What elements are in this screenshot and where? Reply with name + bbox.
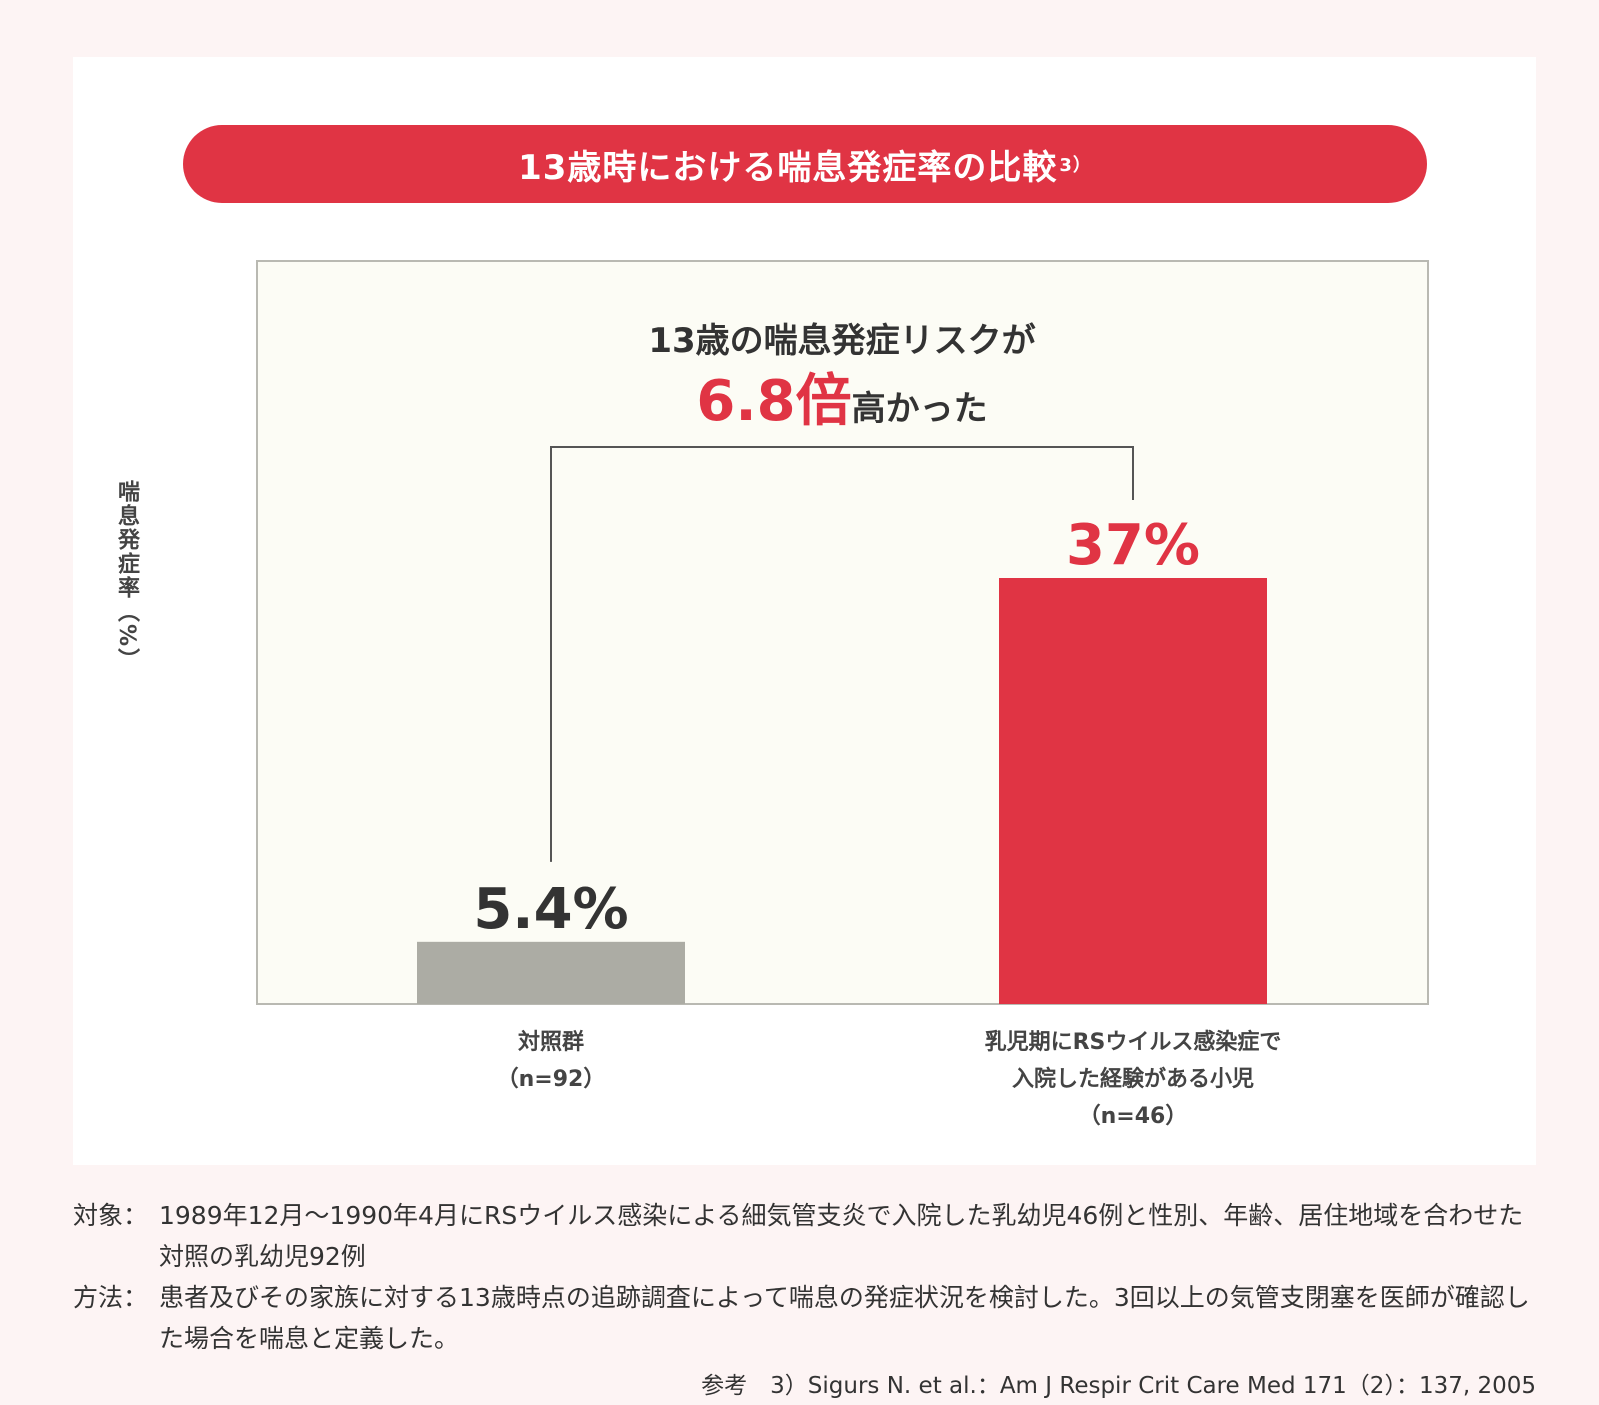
bar-value-label: 5.4% (473, 877, 628, 942)
annotation-line-1: 13歳の喘息発症リスクが (648, 321, 1035, 361)
note-key: 方法： (73, 1283, 149, 1312)
annotation-line-2: 6.8倍高かった (696, 369, 987, 434)
note-text: 1989年12月～1990年4月にRSウイルス感染による細気管支炎で入院した乳幼… (159, 1201, 1524, 1271)
annotation-rest: 高かった (852, 389, 988, 429)
reference-citation: 参考 3）Sigurs N. et al.：Am J Respir Crit C… (701, 1373, 1536, 1399)
annotation-highlight: 6.8倍 (696, 369, 851, 434)
category-label-line: （n=92） (496, 1067, 606, 1092)
bar-1 (999, 578, 1267, 1004)
y-axis-label: 喘息発症率（%） (114, 480, 139, 673)
category-label-line: 対照群 (517, 1030, 584, 1055)
category-label-line: 乳児期にRSウイルス感染症で (984, 1030, 1282, 1055)
note-row-subject: 対象： 1989年12月～1990年4月にRSウイルス感染による細気管支炎で入院… (73, 1195, 1543, 1277)
note-key: 対象： (73, 1201, 149, 1230)
category-label-line: 入院した経験がある小児 (1011, 1067, 1254, 1092)
category-label-control: 対照群 （n=92） (351, 1024, 751, 1098)
bar-value-label: 37% (1066, 513, 1200, 578)
category-label-line: （n=46） (1078, 1104, 1188, 1129)
chart-title-text: 13歳時における喘息発症率の比較 (518, 147, 1058, 188)
chart-title-ref: 3） (1059, 155, 1092, 176)
chart-title-banner: 13歳時における喘息発症率の比較 3） (183, 125, 1427, 203)
bar-0 (417, 941, 685, 1004)
study-notes: 対象： 1989年12月～1990年4月にRSウイルス感染による細気管支炎で入院… (73, 1195, 1543, 1359)
note-text: 患者及びその家族に対する13歳時点の追跡調査によって喘息の発症状況を検討した。3… (159, 1283, 1530, 1353)
note-row-method: 方法： 患者及びその家族に対する13歳時点の追跡調査によって喘息の発症状況を検討… (73, 1277, 1543, 1359)
comparison-bracket (550, 446, 1134, 862)
category-label-rsv: 乳児期にRSウイルス感染症で 入院した経験がある小児 （n=46） (873, 1024, 1393, 1135)
